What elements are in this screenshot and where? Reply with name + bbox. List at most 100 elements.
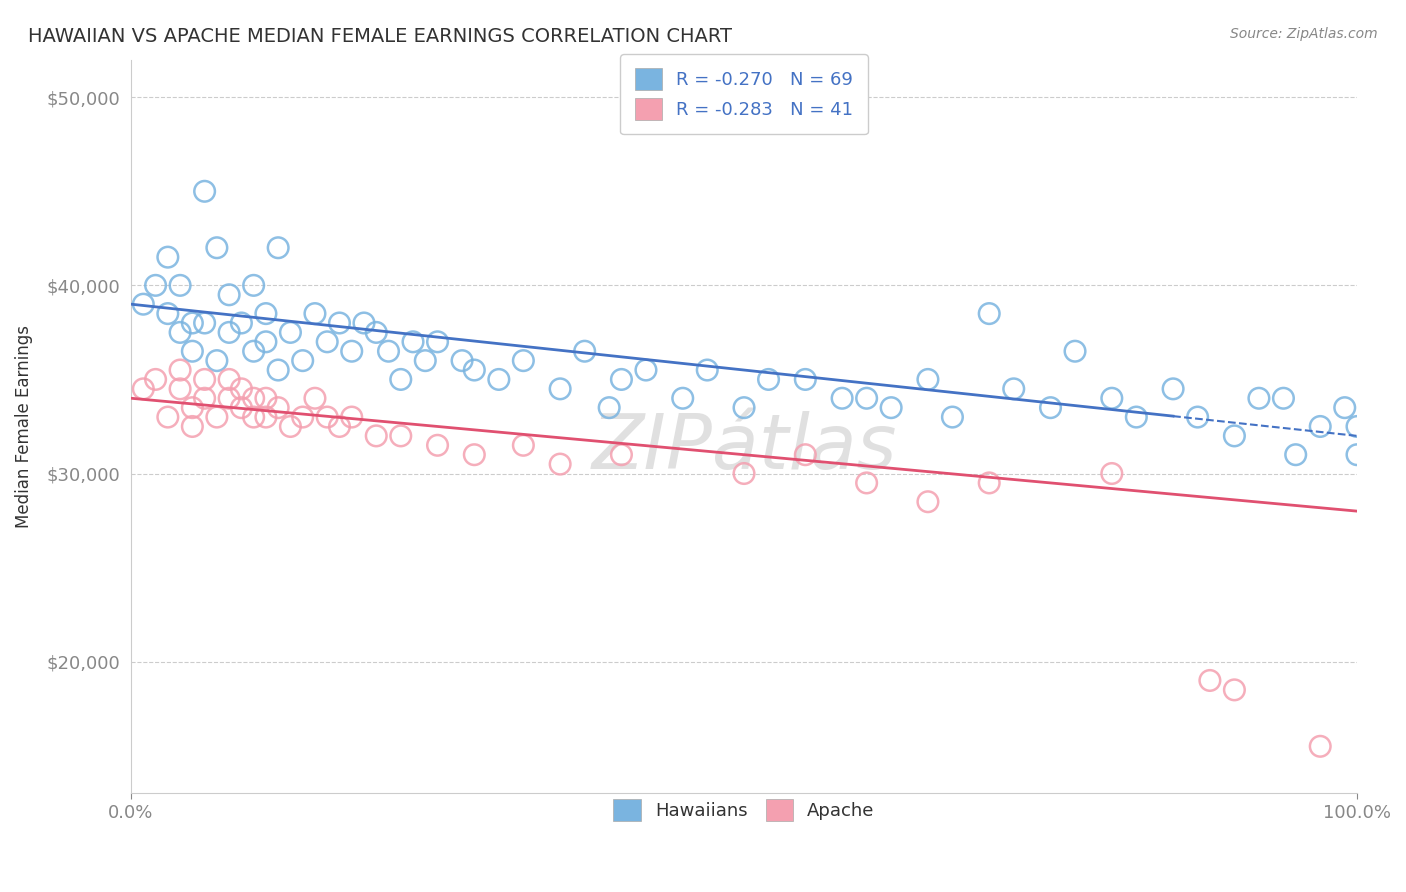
Point	[145, 372, 167, 386]
Point	[169, 326, 191, 340]
Point	[194, 184, 217, 198]
Point	[280, 419, 302, 434]
Point	[1285, 448, 1308, 462]
Point	[231, 316, 253, 330]
Point	[1199, 673, 1222, 688]
Point	[328, 316, 350, 330]
Point	[917, 372, 939, 386]
Point	[205, 410, 228, 425]
Point	[169, 278, 191, 293]
Point	[242, 278, 264, 293]
Point	[855, 391, 877, 405]
Point	[1125, 410, 1147, 425]
Point	[205, 241, 228, 255]
Point	[280, 326, 302, 340]
Point	[181, 316, 204, 330]
Point	[1064, 344, 1087, 359]
Point	[254, 334, 277, 349]
Point	[340, 410, 363, 425]
Text: ZIPátlas: ZIPátlas	[592, 411, 897, 485]
Point	[132, 382, 155, 396]
Point	[194, 372, 217, 386]
Point	[254, 410, 277, 425]
Point	[696, 363, 718, 377]
Point	[340, 344, 363, 359]
Point	[218, 326, 240, 340]
Point	[1272, 391, 1295, 405]
Point	[880, 401, 903, 415]
Point	[451, 353, 474, 368]
Point	[156, 410, 179, 425]
Point	[979, 475, 1001, 490]
Point	[194, 391, 217, 405]
Point	[304, 307, 326, 321]
Point	[979, 307, 1001, 321]
Point	[402, 334, 425, 349]
Point	[610, 372, 633, 386]
Point	[488, 372, 510, 386]
Point	[758, 372, 780, 386]
Point	[1333, 401, 1355, 415]
Point	[794, 372, 817, 386]
Point	[194, 316, 217, 330]
Point	[156, 250, 179, 264]
Point	[254, 307, 277, 321]
Point	[231, 382, 253, 396]
Point	[366, 429, 388, 443]
Point	[463, 448, 485, 462]
Point	[574, 344, 596, 359]
Point	[145, 278, 167, 293]
Point	[291, 410, 314, 425]
Point	[218, 391, 240, 405]
Point	[1002, 382, 1025, 396]
Point	[389, 429, 412, 443]
Point	[169, 382, 191, 396]
Point	[1346, 448, 1368, 462]
Point	[941, 410, 963, 425]
Point	[917, 494, 939, 508]
Point	[1039, 401, 1062, 415]
Legend: Hawaiians, Apache: Hawaiians, Apache	[599, 785, 889, 836]
Point	[316, 334, 339, 349]
Point	[634, 363, 657, 377]
Point	[1161, 382, 1184, 396]
Point	[1187, 410, 1209, 425]
Point	[1223, 682, 1246, 697]
Point	[181, 419, 204, 434]
Point	[794, 448, 817, 462]
Point	[1247, 391, 1270, 405]
Point	[254, 391, 277, 405]
Point	[366, 326, 388, 340]
Point	[218, 287, 240, 301]
Point	[426, 438, 449, 452]
Point	[389, 372, 412, 386]
Point	[267, 363, 290, 377]
Point	[377, 344, 399, 359]
Point	[733, 401, 755, 415]
Point	[1101, 391, 1123, 405]
Point	[218, 372, 240, 386]
Point	[610, 448, 633, 462]
Point	[328, 419, 350, 434]
Point	[426, 334, 449, 349]
Point	[169, 363, 191, 377]
Point	[1101, 467, 1123, 481]
Point	[512, 353, 534, 368]
Point	[291, 353, 314, 368]
Point	[733, 467, 755, 481]
Point	[267, 241, 290, 255]
Point	[598, 401, 620, 415]
Point	[304, 391, 326, 405]
Point	[1223, 429, 1246, 443]
Point	[413, 353, 436, 368]
Y-axis label: Median Female Earnings: Median Female Earnings	[15, 325, 32, 528]
Point	[156, 307, 179, 321]
Point	[548, 382, 571, 396]
Point	[316, 410, 339, 425]
Point	[205, 353, 228, 368]
Point	[512, 438, 534, 452]
Point	[242, 344, 264, 359]
Point	[463, 363, 485, 377]
Point	[132, 297, 155, 311]
Point	[242, 391, 264, 405]
